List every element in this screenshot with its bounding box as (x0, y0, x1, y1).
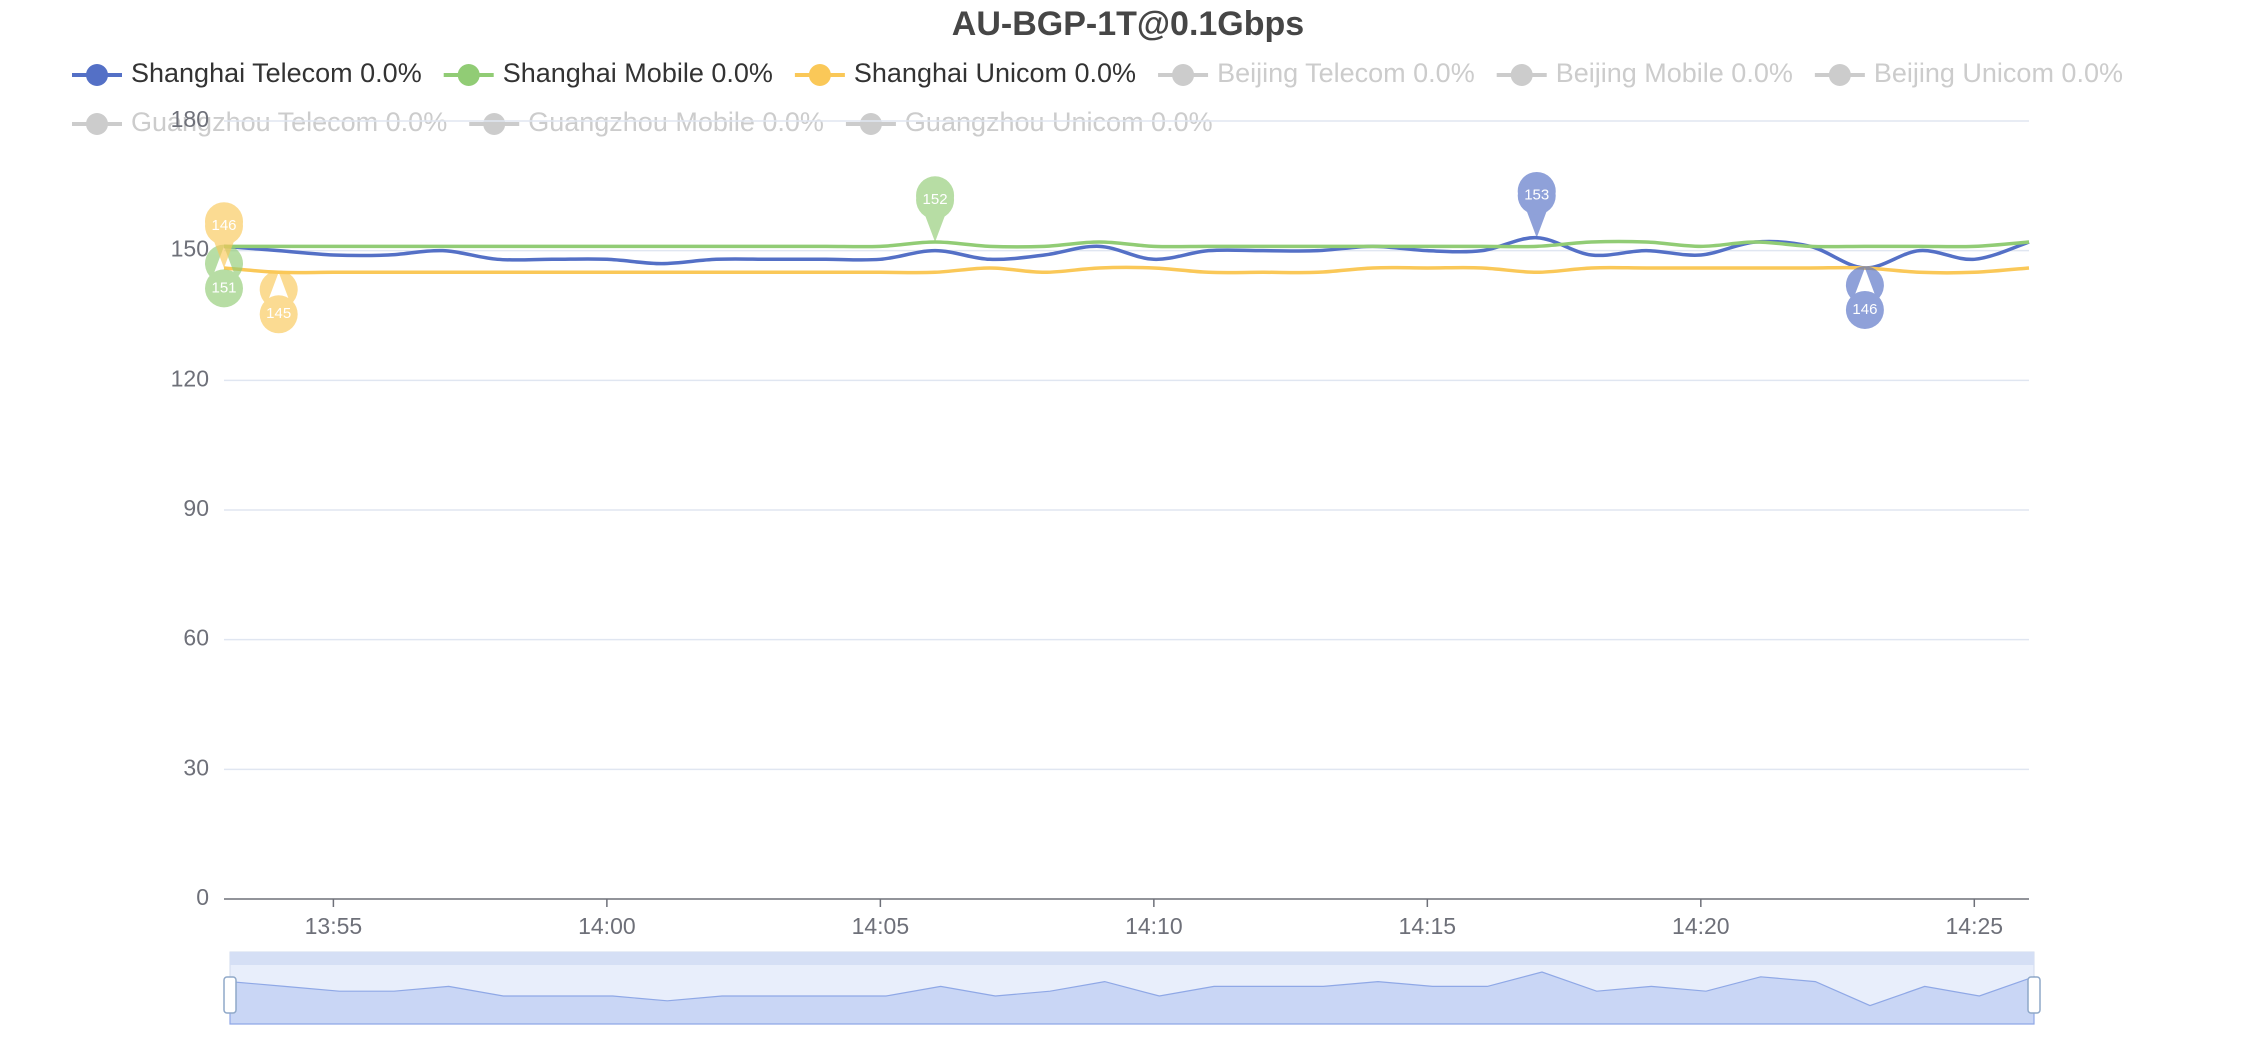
zoom-area (229, 971, 2035, 1025)
pin-shape (205, 244, 244, 279)
zoom-handle[interactable] (2027, 976, 2041, 1014)
pin-shape (259, 270, 298, 305)
x-tick-label: 14:15 (1399, 913, 1457, 939)
legend-label: Guangzhou Telecom 0.0% (131, 107, 447, 137)
x-tick-label: 13:55 (305, 913, 363, 939)
x-tick-label: 14:10 (1125, 913, 1183, 939)
legend-label: Shanghai Mobile 0.0% (503, 58, 773, 88)
legend-item[interactable]: Beijing Mobile 0.0% (1496, 58, 1793, 88)
series-line (223, 265, 2030, 275)
zoom-handle[interactable] (223, 976, 237, 1014)
pin-label: 153 (1524, 187, 1549, 204)
legend-item[interactable]: Shanghai Mobile 0.0% (443, 58, 773, 88)
y-tick-label: 90 (183, 495, 209, 521)
y-tick-label: 0 (196, 884, 209, 910)
mark-pin: 152 (916, 176, 955, 243)
pin-label: 146 (211, 217, 236, 234)
y-tick-label: 150 (171, 236, 209, 262)
x-tick-label: 14:00 (578, 913, 636, 939)
series-line (224, 239, 2030, 249)
legend-dot (808, 64, 831, 86)
legend-dot (1828, 64, 1851, 86)
legend-label: Shanghai Unicom 0.0% (854, 58, 1136, 88)
series-line (223, 235, 2030, 270)
pin-head (205, 269, 243, 308)
legend-dot (86, 113, 108, 135)
mark-pin: 153 (1517, 171, 1556, 238)
legend-item[interactable]: Guangzhou Mobile 0.0% (469, 107, 824, 137)
pin-shape (1845, 266, 1884, 300)
pin-label: 152 (923, 191, 948, 208)
x-tick-label: 14:25 (1946, 913, 2004, 939)
chart-title: AU-BGP-1T@0.1Gbps (952, 5, 1304, 43)
legend-item[interactable]: Guangzhou Unicom 0.0% (845, 107, 1213, 137)
pin-label: 145 (266, 305, 291, 322)
y-tick-label: 60 (183, 625, 209, 651)
legend-dot (483, 113, 506, 135)
mark-pin: 145 (259, 270, 298, 334)
mark-pin: 151 (205, 244, 244, 308)
pin-head (205, 206, 243, 245)
legend-dot (457, 64, 480, 86)
legend-label: Guangzhou Mobile 0.0% (528, 107, 824, 137)
legend-item[interactable]: Beijing Unicom 0.0% (1814, 58, 2123, 88)
legend-label: Shanghai Telecom 0.0% (131, 58, 422, 88)
legend-item[interactable]: Beijing Telecom 0.0% (1158, 58, 1475, 88)
zoom-top-bar[interactable] (230, 952, 2034, 965)
legend-label: Beijing Mobile 0.0% (1556, 58, 1793, 88)
legend-label: Guangzhou Unicom 0.0% (905, 107, 1213, 137)
y-tick-label: 30 (183, 754, 209, 780)
mark-pin: 146 (1845, 266, 1884, 329)
legend-dot (1172, 64, 1195, 86)
pin-head (1517, 176, 1556, 215)
legend-item[interactable]: Guangzhou Telecom 0.0% (72, 107, 447, 137)
pin-label: 146 (1852, 301, 1877, 318)
pin-head (259, 295, 298, 334)
legend-label: Beijing Telecom 0.0% (1217, 58, 1475, 88)
pin-label: 151 (211, 279, 236, 296)
legend-dot (86, 64, 108, 86)
legend-dot (1510, 64, 1533, 86)
x-tick-label: 14:20 (1672, 913, 1730, 939)
x-tick-label: 14:05 (852, 913, 910, 939)
legend-dot (859, 113, 882, 135)
y-tick-label: 180 (171, 106, 209, 132)
legend-label: Beijing Unicom 0.0% (1874, 58, 2123, 88)
pin-head (1845, 290, 1884, 329)
pin-head (916, 181, 955, 220)
legend-item[interactable]: Shanghai Unicom 0.0% (794, 58, 1136, 88)
y-tick-label: 120 (171, 365, 209, 391)
legend-item[interactable]: Shanghai Telecom 0.0% (72, 58, 422, 88)
mark-pin: 146 (205, 202, 244, 268)
